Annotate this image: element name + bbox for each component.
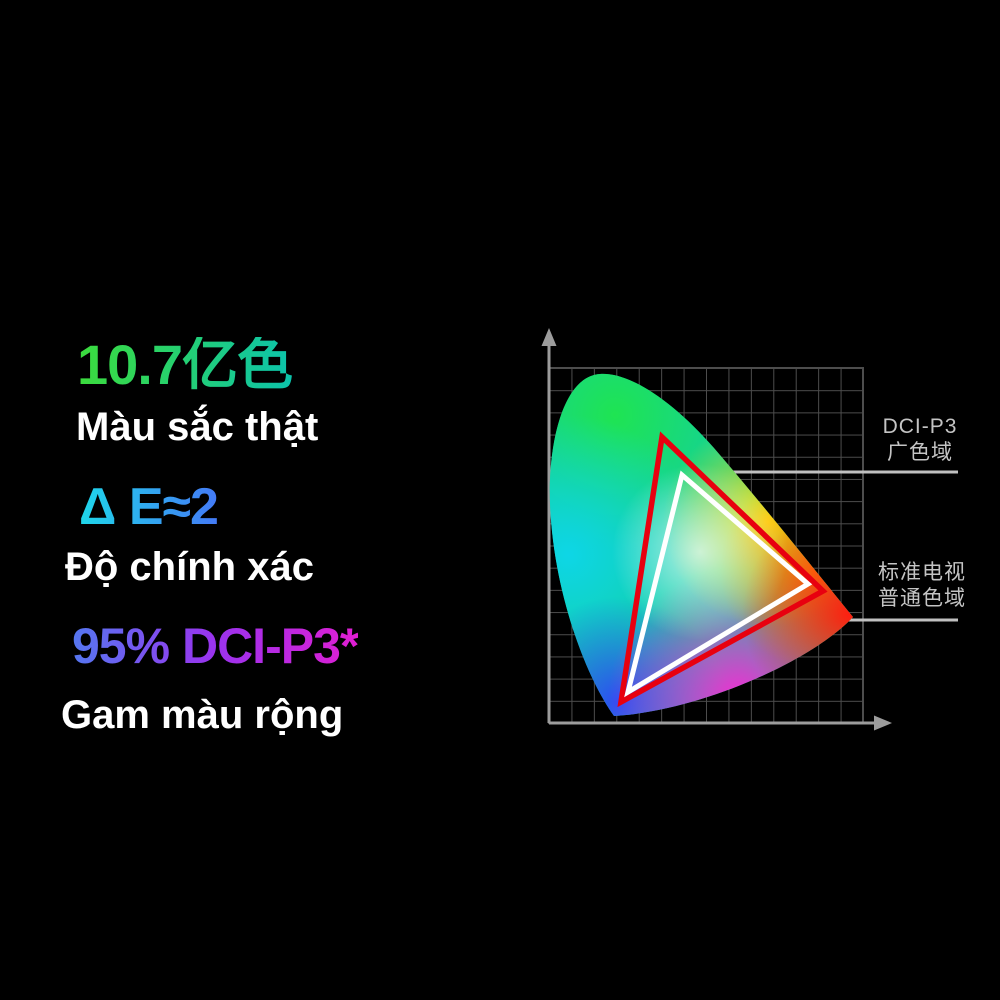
x-axis-arrow-icon (874, 715, 892, 731)
annotation-standard-tv-line1: 标准电视 (878, 561, 966, 584)
stat-delta-e-label: Độ chính xác (65, 545, 314, 589)
stat-billion-colors-label: Màu sắc thật (76, 405, 319, 449)
standard-tv-triangle (624, 470, 813, 698)
annotation-dci-p3-line1: DCI-P3 (882, 415, 958, 438)
y-axis (541, 328, 557, 723)
annotation-dci-p3: DCI-P3 广色域 (830, 414, 1000, 466)
stat-dci-p3-value: 95% DCI-P3* (72, 618, 359, 674)
annotation-standard-tv: 标准电视 普通色域 (832, 560, 1000, 612)
annotation-standard-tv-line2: 普通色域 (878, 587, 966, 610)
stat-dci-p3-label: Gam màu rộng (61, 693, 344, 737)
stat-delta-e-value: Δ E≈2 (79, 478, 219, 536)
cie-chromaticity-chart: DCI-P3 广色域 标准电视 普通色域 (520, 310, 1000, 750)
chromaticity-svg (541, 328, 958, 731)
stat-billion-colors-value: 10.7亿色 (77, 333, 293, 396)
dci-p3-triangle (617, 431, 828, 708)
x-axis (549, 715, 892, 731)
y-axis-arrow-icon (541, 328, 557, 346)
annotation-dci-p3-line2: 广色域 (887, 441, 953, 464)
